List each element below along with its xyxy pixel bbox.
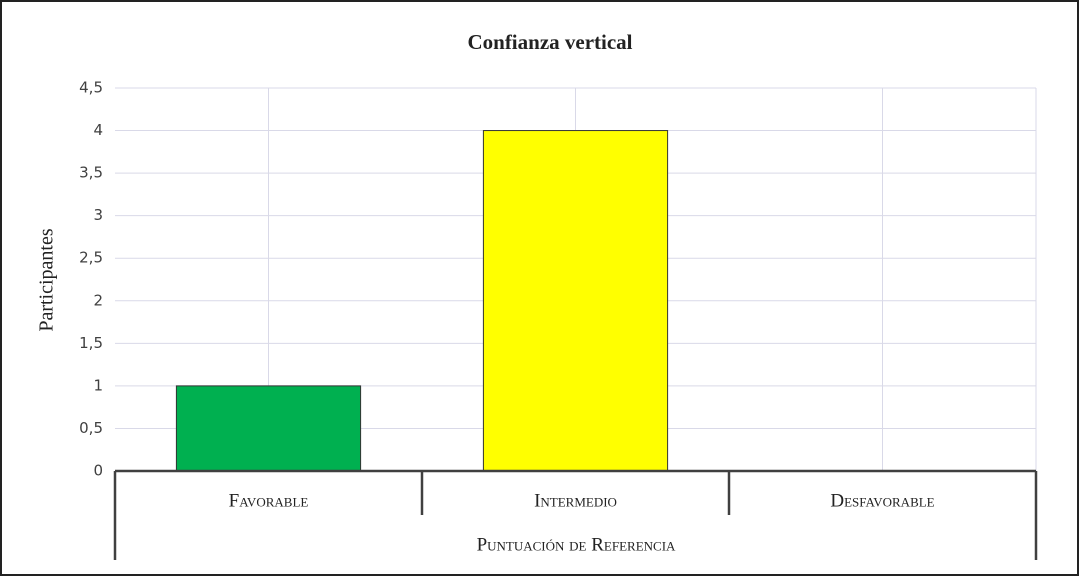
y-tick-label: 4,5 bbox=[79, 79, 103, 97]
y-tick-label: 3 bbox=[93, 206, 103, 224]
y-tick-label: 1 bbox=[93, 376, 103, 394]
x-tick-label: Intermedio bbox=[534, 490, 617, 511]
y-tick-label: 4 bbox=[93, 121, 103, 139]
x-axis-label: Puntuación de Referencia bbox=[477, 534, 676, 555]
x-tick-label: Favorable bbox=[229, 490, 309, 511]
y-tick-label: 3,5 bbox=[79, 164, 103, 182]
y-axis-label: Participantes bbox=[36, 228, 58, 332]
chart-title: Confianza vertical bbox=[467, 30, 632, 54]
y-tick-label: 0,5 bbox=[79, 419, 103, 437]
bar bbox=[482, 130, 669, 472]
y-tick-label: 0 bbox=[93, 462, 103, 480]
bar bbox=[175, 385, 362, 472]
y-tick-label: 2,5 bbox=[79, 249, 103, 267]
y-tick-label: 2 bbox=[93, 291, 103, 309]
x-tick-label: Desfavorable bbox=[830, 490, 934, 511]
y-tick-label: 1,5 bbox=[79, 334, 103, 352]
